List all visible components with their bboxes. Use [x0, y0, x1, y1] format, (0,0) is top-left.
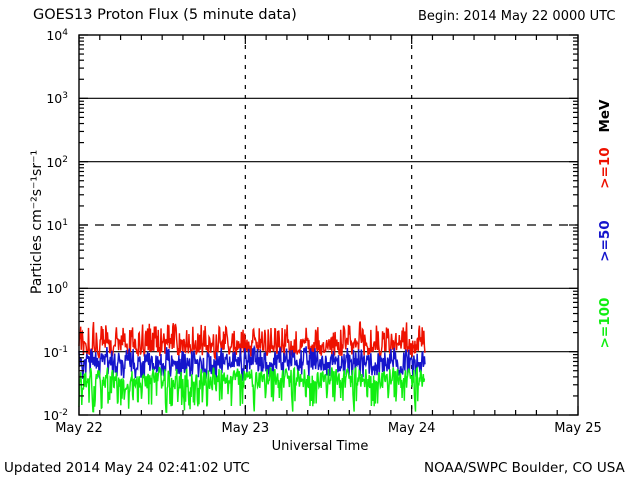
x-tick-label: May 23 — [221, 421, 270, 436]
x-tick-label: May 25 — [554, 421, 602, 436]
page-title: GOES13 Proton Flux (5 minute data) — [33, 7, 297, 23]
y-tick-label: 102 — [46, 154, 68, 170]
y-tick-label: 101 — [46, 218, 68, 234]
begin-time-label: Begin: 2014 May 22 0000 UTC — [418, 9, 616, 24]
x-axis-label: Universal Time — [271, 439, 369, 454]
y-tick-label: 104 — [46, 28, 68, 44]
y-tick-label: 10-1 — [43, 344, 68, 360]
source-credit: NOAA/SWPC Boulder, CO USA — [424, 460, 625, 476]
legend-item: >=50 — [597, 220, 613, 262]
x-tick-label: May 24 — [387, 421, 436, 436]
flux-trace — [78, 366, 426, 413]
y-tick-label: 103 — [46, 91, 68, 107]
x-tick-label: May 22 — [55, 421, 103, 436]
y-tick-label: 100 — [46, 281, 68, 297]
flux-trace — [78, 344, 426, 381]
flux-trace — [78, 321, 426, 362]
y-tick-label: 10-2 — [43, 408, 68, 424]
legend-item: >=10 — [597, 147, 613, 189]
updated-timestamp: Updated 2014 May 24 02:41:02 UTC — [4, 460, 250, 476]
legend-item: >=100 — [597, 297, 613, 349]
